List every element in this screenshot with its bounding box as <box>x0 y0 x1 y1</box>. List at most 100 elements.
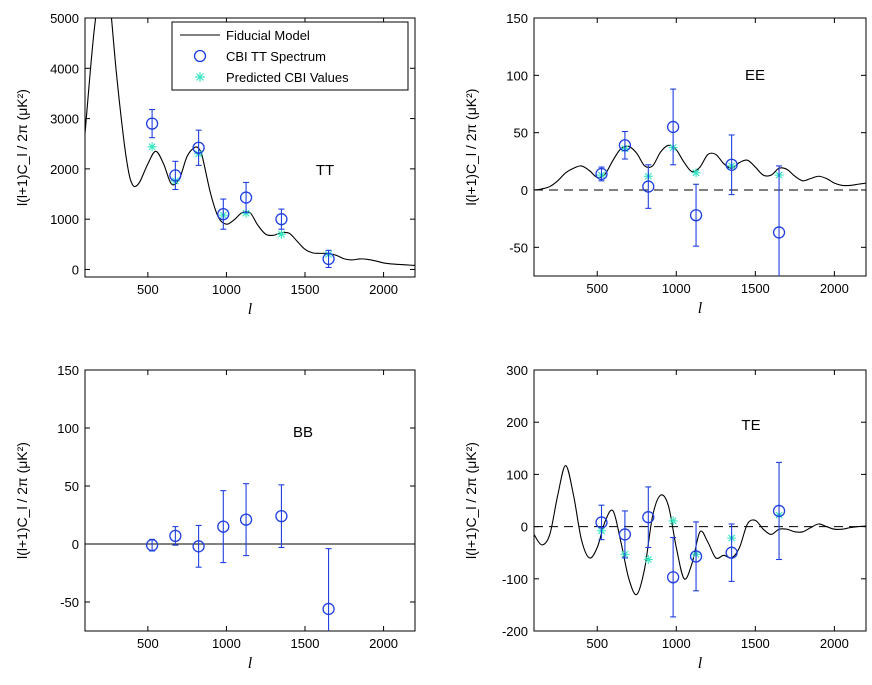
data-point <box>169 169 182 182</box>
y-tick-label: 0 <box>521 520 528 535</box>
error-bar <box>278 484 285 549</box>
y-tick-label: 0 <box>521 183 528 198</box>
y-tick-label: 100 <box>57 421 79 436</box>
x-tick-label: 1000 <box>212 282 241 297</box>
x-tick-label: 500 <box>137 636 159 651</box>
y-tick-label: -50 <box>60 595 79 610</box>
error-bar <box>325 548 332 631</box>
data-point <box>169 529 182 543</box>
y-tick-label: 150 <box>57 363 79 378</box>
data-point <box>618 528 632 541</box>
data-point <box>642 180 655 193</box>
data-point <box>322 252 335 266</box>
x-tick-label: 1000 <box>662 636 691 651</box>
panel-bb: 500 1000 1500 2000 -50 0 50 100 150 l l(l+1)C_l / … <box>14 363 416 672</box>
predicted-star-icon-arm <box>196 73 204 81</box>
y-tick-label: 2000 <box>50 162 79 177</box>
data-point <box>239 513 253 526</box>
x-tick-label: 1500 <box>291 636 320 651</box>
error-bar <box>621 510 628 559</box>
data-point <box>772 226 786 239</box>
axes-box <box>84 369 416 632</box>
fiducial-model-line <box>85 18 415 266</box>
y-tick-label: 50 <box>65 479 79 494</box>
error-bar <box>693 183 700 247</box>
error-bar <box>670 88 677 166</box>
panel-label: TT <box>316 162 334 179</box>
x-tick-label: 2000 <box>820 281 849 296</box>
legend-label-predicted: Predicted CBI Values <box>226 70 349 85</box>
y-tick-label: 200 <box>506 415 528 430</box>
x-axis-label: l <box>248 301 253 318</box>
error-bar <box>172 160 179 191</box>
x-tick-label: 1500 <box>741 281 770 296</box>
error-bar <box>728 134 735 196</box>
y-tick-label: 4000 <box>50 61 79 76</box>
y-tick-label: -100 <box>502 572 528 587</box>
predicted-point-arm <box>692 169 700 177</box>
data-point <box>239 191 253 204</box>
error-bar <box>776 461 783 561</box>
data-point <box>192 540 205 553</box>
x-tick-label: 500 <box>137 282 159 297</box>
panel-label: BB <box>293 424 313 441</box>
data-point <box>618 139 632 152</box>
y-tick-label: 100 <box>506 467 528 482</box>
error-bar <box>243 483 250 557</box>
axes-box <box>533 17 867 277</box>
panel-te: 500 1000 1500 2000 -200 -100 0 100 200 300 l l(l+1)… <box>463 363 867 672</box>
predicted-point <box>147 142 157 152</box>
x-tick-label: 2000 <box>369 636 398 651</box>
error-bar <box>195 524 202 568</box>
y-axis-label: l(l+1)C_l / 2π (μK²) <box>14 89 30 206</box>
fiducial-model-line <box>534 144 866 191</box>
panel-label: TE <box>741 417 760 434</box>
legend: Fiducial Model CBI TT Spectrum Predicted… <box>171 21 409 91</box>
error-bar <box>645 486 652 549</box>
predicted-point <box>691 168 701 178</box>
x-tick-label: 1000 <box>662 281 691 296</box>
panel-ee: 500 1000 1500 2000 -50 0 50 100 150 l l(l+1)C_l / … <box>463 11 867 317</box>
x-tick-label: 2000 <box>369 282 398 297</box>
data-point <box>192 141 205 154</box>
x-tick-label: 500 <box>586 636 608 651</box>
y-tick-label: 50 <box>514 126 528 141</box>
x-tick-label: 1500 <box>741 636 770 651</box>
data-point <box>725 158 738 171</box>
legend-box <box>171 21 409 91</box>
legend-circle-swatch <box>193 49 207 63</box>
data-point <box>772 504 786 518</box>
data-point <box>145 539 159 552</box>
axes-box <box>84 17 416 278</box>
panel-tt: 500 1000 1500 2000 0 1000 2000 3000 4000 5000 l l(l… <box>14 11 416 318</box>
data-point <box>595 516 608 529</box>
x-tick-label: 1500 <box>291 282 320 297</box>
y-tick-label: -200 <box>502 624 528 639</box>
error-bar <box>621 130 628 160</box>
y-tick-label: -50 <box>509 240 528 255</box>
predicted-point <box>643 554 653 564</box>
fiducial-model-line <box>534 464 866 596</box>
x-axis-label: l <box>248 655 253 672</box>
data-point <box>217 207 230 221</box>
x-tick-label: 2000 <box>820 636 849 651</box>
y-tick-label: 1000 <box>50 212 79 227</box>
error-bar <box>278 208 285 230</box>
error-bar <box>598 504 605 541</box>
error-bar <box>243 181 250 214</box>
data-point <box>666 120 680 134</box>
y-tick-label: 300 <box>506 363 528 378</box>
y-tick-label: 3000 <box>50 112 79 127</box>
y-tick-label: 0 <box>72 537 79 552</box>
error-bar <box>645 164 652 209</box>
data-point <box>689 550 703 563</box>
error-bar <box>598 166 605 182</box>
y-tick-label: 5000 <box>50 11 79 26</box>
data-point <box>666 571 680 584</box>
axes-box <box>533 369 867 632</box>
error-bar <box>172 526 179 546</box>
y-axis-label: l(l+1)C_l / 2π (μK²) <box>463 89 479 206</box>
data-point <box>217 520 230 533</box>
predicted-star-icon <box>195 72 205 82</box>
data-point <box>275 510 288 523</box>
